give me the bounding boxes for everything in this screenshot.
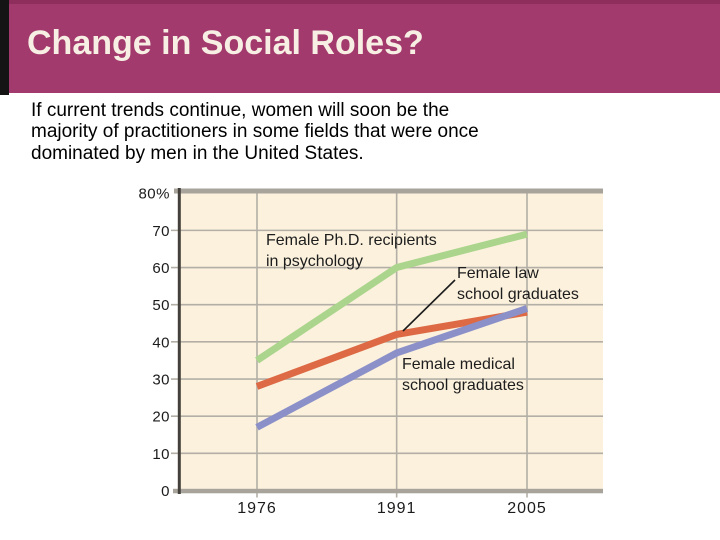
body-line: majority of practitioners in some fields… bbox=[31, 121, 479, 143]
law-label-leader-line bbox=[402, 279, 456, 332]
series-label-line: Female medical bbox=[402, 356, 515, 373]
series-line-0 bbox=[255, 230, 528, 364]
y-tick-label: 40 bbox=[152, 334, 170, 351]
y-tick-label: 0 bbox=[161, 483, 170, 500]
series-line-2 bbox=[255, 305, 529, 431]
slide-title: Change in Social Roles? bbox=[27, 24, 424, 62]
y-tick-label: 70 bbox=[152, 223, 170, 240]
series-label-line: school graduates bbox=[457, 286, 579, 303]
body-line: If current trends continue, women will s… bbox=[31, 100, 450, 121]
x-tick-label: 2005 bbox=[507, 500, 547, 517]
chart-top-border bbox=[174, 188, 603, 194]
header-left-black-edge bbox=[0, 0, 9, 95]
x-tick-label: 1991 bbox=[377, 500, 417, 517]
body-paragraph: If current trends continue, women will s… bbox=[31, 100, 479, 164]
y-tick-label: 10 bbox=[152, 446, 170, 463]
series-line-1 bbox=[255, 308, 528, 390]
body-line: dominated by men in the United States. bbox=[31, 142, 364, 164]
y-tick-label: 30 bbox=[152, 372, 170, 389]
x-tick-label: 1976 bbox=[237, 500, 277, 517]
y-axis-line bbox=[177, 188, 181, 494]
x-axis-line bbox=[173, 488, 603, 494]
series-label-law-graduates: Female law school graduates bbox=[457, 263, 579, 305]
y-tick-label: 50 bbox=[152, 297, 170, 314]
slide-header: Change in Social Roles? bbox=[9, 0, 720, 93]
series-label-line: in psychology bbox=[266, 253, 363, 270]
plot-area bbox=[179, 190, 603, 492]
y-tick-label: 60 bbox=[152, 260, 170, 277]
y-tick-label: 20 bbox=[152, 409, 170, 426]
series-label-line: school graduates bbox=[402, 377, 524, 394]
series-label-phd-psychology: Female Ph.D. recipients in psychology bbox=[266, 230, 437, 272]
series-label-line: Female Ph.D. recipients bbox=[266, 232, 437, 249]
y-tick-label: 80% bbox=[138, 186, 170, 203]
series-label-medical-graduates: Female medical school graduates bbox=[402, 354, 524, 396]
series-label-line: Female law bbox=[457, 265, 539, 282]
